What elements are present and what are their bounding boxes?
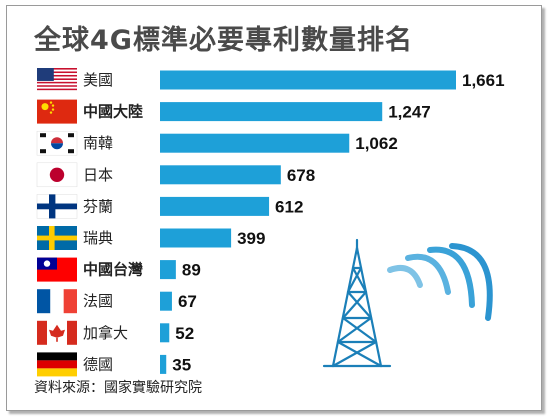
category-label: 中國大陸: [83, 103, 143, 121]
chart-row: 美國 1,661: [37, 68, 505, 92]
jp-flag-icon: [36, 162, 78, 188]
chart-row: 法國 67: [37, 289, 197, 314]
cn-flag-icon: [37, 99, 77, 124]
chart-row: 中國台灣 89: [37, 257, 201, 282]
chart-row: 芬蘭 612: [36, 194, 303, 219]
fi-flag-icon: [36, 194, 78, 219]
value-label: 52: [175, 324, 194, 343]
value-label: 35: [172, 355, 191, 374]
bar: [160, 70, 456, 90]
chart-title: 全球4G標準必要專利數量排名: [34, 25, 413, 56]
chart-rows: 美國 1,661 中國大陸 1,247 南韓 1,062 日本 678 芬蘭 612 瑞典 399 中國…: [36, 68, 505, 377]
bar: [160, 165, 281, 185]
bar: [160, 102, 383, 122]
chart-row: 加拿大 52: [37, 320, 194, 345]
chart-row: 德國 35: [37, 352, 191, 377]
bar: [160, 323, 170, 343]
value-label: 89: [182, 261, 201, 280]
chart-row: 瑞典 399: [37, 226, 265, 250]
chart-row: 南韓 1,062: [36, 130, 398, 156]
value-label: 612: [275, 197, 303, 216]
bar: [160, 354, 167, 374]
category-label: 芬蘭: [83, 197, 113, 215]
category-label: 南韓: [83, 134, 113, 152]
bar: [160, 196, 270, 216]
kr-flag-icon: [36, 130, 78, 156]
tw-flag-icon: [37, 257, 77, 282]
value-label: 67: [178, 292, 197, 311]
bar: [160, 260, 176, 280]
bar: [160, 228, 232, 248]
category-label: 中國台灣: [83, 261, 143, 279]
category-label: 瑞典: [83, 229, 113, 247]
ca-flag-icon: [37, 320, 77, 345]
bar: [160, 291, 172, 311]
se-flag-icon: [37, 226, 77, 250]
de-flag-icon: [37, 352, 77, 377]
source-note: 資料來源：國家實驗研究院: [34, 380, 202, 396]
category-label: 加拿大: [83, 324, 128, 342]
us-flag-icon: [37, 68, 77, 92]
value-label: 399: [237, 229, 265, 248]
chart-row: 中國大陸 1,247: [37, 99, 431, 124]
category-label: 日本: [83, 166, 113, 184]
category-label: 德國: [83, 355, 113, 373]
value-label: 678: [287, 166, 315, 185]
category-label: 法國: [83, 292, 113, 310]
value-label: 1,661: [462, 71, 505, 90]
value-label: 1,062: [355, 134, 398, 153]
category-label: 美國: [83, 71, 113, 89]
bar: [160, 133, 350, 153]
value-label: 1,247: [388, 103, 431, 122]
fr-flag-icon: [37, 289, 77, 314]
chart-row: 日本 678: [36, 162, 315, 188]
